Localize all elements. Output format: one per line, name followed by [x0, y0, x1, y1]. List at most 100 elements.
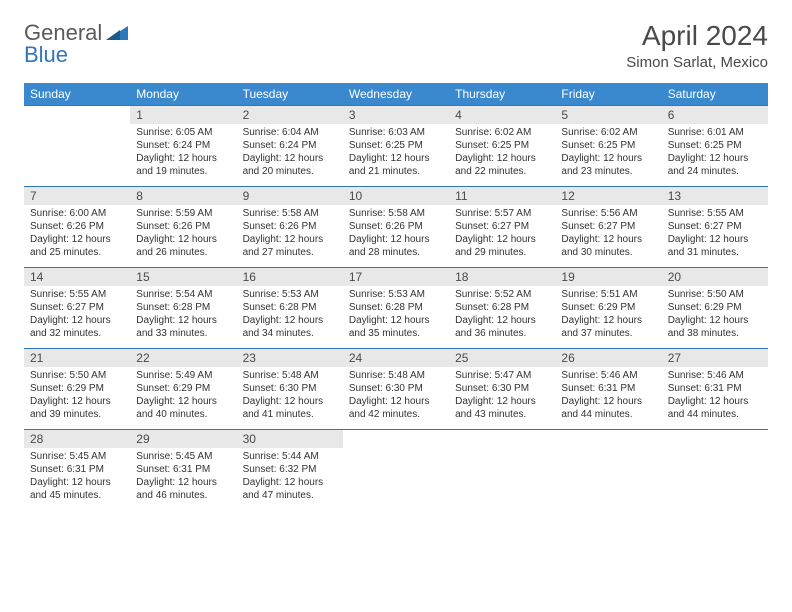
sunset-text: Sunset: 6:31 PM	[136, 463, 230, 476]
daylight-text-2: and 31 minutes.	[668, 246, 762, 259]
daylight-text-1: Daylight: 12 hours	[30, 233, 124, 246]
day-number: 29	[130, 430, 236, 449]
daylight-text-1: Daylight: 12 hours	[668, 233, 762, 246]
sunset-text: Sunset: 6:26 PM	[349, 220, 443, 233]
daylight-text-2: and 20 minutes.	[243, 165, 337, 178]
sunrise-text: Sunrise: 5:58 AM	[349, 207, 443, 220]
sunrise-text: Sunrise: 5:57 AM	[455, 207, 549, 220]
day-cell	[555, 448, 661, 510]
daylight-text-1: Daylight: 12 hours	[561, 395, 655, 408]
sunset-text: Sunset: 6:28 PM	[136, 301, 230, 314]
daylight-text-2: and 43 minutes.	[455, 408, 549, 421]
day-number: 25	[449, 349, 555, 368]
daylight-text-2: and 40 minutes.	[136, 408, 230, 421]
daylight-text-2: and 29 minutes.	[455, 246, 549, 259]
sunrise-text: Sunrise: 6:00 AM	[30, 207, 124, 220]
daylight-text-2: and 44 minutes.	[668, 408, 762, 421]
daylight-text-1: Daylight: 12 hours	[349, 314, 443, 327]
day-cell: Sunrise: 5:46 AMSunset: 6:31 PMDaylight:…	[662, 367, 768, 430]
daylight-text-2: and 37 minutes.	[561, 327, 655, 340]
sunrise-text: Sunrise: 5:56 AM	[561, 207, 655, 220]
day-cell: Sunrise: 5:56 AMSunset: 6:27 PMDaylight:…	[555, 205, 661, 268]
day-number: 10	[343, 187, 449, 206]
sunset-text: Sunset: 6:27 PM	[561, 220, 655, 233]
day-cell: Sunrise: 5:58 AMSunset: 6:26 PMDaylight:…	[343, 205, 449, 268]
sunrise-text: Sunrise: 5:53 AM	[243, 288, 337, 301]
calendar-page: General April 2024 Simon Sarlat, Mexico …	[0, 0, 792, 530]
daylight-text-1: Daylight: 12 hours	[136, 233, 230, 246]
daylight-text-2: and 19 minutes.	[136, 165, 230, 178]
day-number: 6	[662, 106, 768, 125]
day-number: 12	[555, 187, 661, 206]
day-cell: Sunrise: 5:58 AMSunset: 6:26 PMDaylight:…	[237, 205, 343, 268]
sunset-text: Sunset: 6:25 PM	[349, 139, 443, 152]
day-cell: Sunrise: 5:48 AMSunset: 6:30 PMDaylight:…	[237, 367, 343, 430]
daylight-text-1: Daylight: 12 hours	[455, 152, 549, 165]
daynum-row: 78910111213	[24, 187, 768, 206]
sunset-text: Sunset: 6:29 PM	[136, 382, 230, 395]
daylight-text-2: and 38 minutes.	[668, 327, 762, 340]
sunset-text: Sunset: 6:28 PM	[349, 301, 443, 314]
day-number: 30	[237, 430, 343, 449]
day-cell: Sunrise: 6:05 AMSunset: 6:24 PMDaylight:…	[130, 124, 236, 187]
day-cell: Sunrise: 5:48 AMSunset: 6:30 PMDaylight:…	[343, 367, 449, 430]
sunset-text: Sunset: 6:24 PM	[243, 139, 337, 152]
daylight-text-1: Daylight: 12 hours	[243, 395, 337, 408]
sunset-text: Sunset: 6:29 PM	[561, 301, 655, 314]
content-row: Sunrise: 6:05 AMSunset: 6:24 PMDaylight:…	[24, 124, 768, 187]
day-cell: Sunrise: 5:52 AMSunset: 6:28 PMDaylight:…	[449, 286, 555, 349]
day-cell: Sunrise: 5:46 AMSunset: 6:31 PMDaylight:…	[555, 367, 661, 430]
daylight-text-1: Daylight: 12 hours	[455, 233, 549, 246]
day-cell: Sunrise: 6:00 AMSunset: 6:26 PMDaylight:…	[24, 205, 130, 268]
daynum-row: 14151617181920	[24, 268, 768, 287]
day-number: 2	[237, 106, 343, 125]
daylight-text-1: Daylight: 12 hours	[668, 152, 762, 165]
sunrise-text: Sunrise: 5:50 AM	[30, 369, 124, 382]
day-cell	[343, 448, 449, 510]
day-number: 18	[449, 268, 555, 287]
day-cell: Sunrise: 5:45 AMSunset: 6:31 PMDaylight:…	[24, 448, 130, 510]
day-cell: Sunrise: 5:53 AMSunset: 6:28 PMDaylight:…	[237, 286, 343, 349]
sunset-text: Sunset: 6:29 PM	[30, 382, 124, 395]
daylight-text-2: and 42 minutes.	[349, 408, 443, 421]
content-row: Sunrise: 5:50 AMSunset: 6:29 PMDaylight:…	[24, 367, 768, 430]
sunset-text: Sunset: 6:27 PM	[668, 220, 762, 233]
sunrise-text: Sunrise: 6:05 AM	[136, 126, 230, 139]
day-header-sun: Sunday	[24, 83, 130, 106]
sunrise-text: Sunrise: 5:46 AM	[561, 369, 655, 382]
daylight-text-1: Daylight: 12 hours	[349, 233, 443, 246]
day-header-fri: Friday	[555, 83, 661, 106]
day-cell: Sunrise: 5:50 AMSunset: 6:29 PMDaylight:…	[24, 367, 130, 430]
month-title: April 2024	[626, 20, 768, 52]
sunset-text: Sunset: 6:31 PM	[561, 382, 655, 395]
sunrise-text: Sunrise: 5:55 AM	[30, 288, 124, 301]
day-number: 1	[130, 106, 236, 125]
day-header-wed: Wednesday	[343, 83, 449, 106]
day-number: 19	[555, 268, 661, 287]
sunrise-text: Sunrise: 5:50 AM	[668, 288, 762, 301]
daylight-text-2: and 32 minutes.	[30, 327, 124, 340]
daylight-text-2: and 22 minutes.	[455, 165, 549, 178]
daynum-row: 282930	[24, 430, 768, 449]
day-cell: Sunrise: 6:02 AMSunset: 6:25 PMDaylight:…	[555, 124, 661, 187]
day-number: 7	[24, 187, 130, 206]
daylight-text-2: and 28 minutes.	[349, 246, 443, 259]
day-header-tue: Tuesday	[237, 83, 343, 106]
daylight-text-1: Daylight: 12 hours	[668, 395, 762, 408]
day-cell	[662, 448, 768, 510]
sunset-text: Sunset: 6:29 PM	[668, 301, 762, 314]
day-cell: Sunrise: 6:01 AMSunset: 6:25 PMDaylight:…	[662, 124, 768, 187]
day-number: 11	[449, 187, 555, 206]
daylight-text-1: Daylight: 12 hours	[561, 233, 655, 246]
day-cell: Sunrise: 5:54 AMSunset: 6:28 PMDaylight:…	[130, 286, 236, 349]
title-block: April 2024 Simon Sarlat, Mexico	[626, 20, 768, 71]
daylight-text-1: Daylight: 12 hours	[561, 152, 655, 165]
day-number: 14	[24, 268, 130, 287]
sunset-text: Sunset: 6:24 PM	[136, 139, 230, 152]
sunrise-text: Sunrise: 5:45 AM	[30, 450, 124, 463]
day-number	[24, 106, 130, 125]
day-number: 28	[24, 430, 130, 449]
day-header-thu: Thursday	[449, 83, 555, 106]
sunset-text: Sunset: 6:27 PM	[30, 301, 124, 314]
day-number: 8	[130, 187, 236, 206]
